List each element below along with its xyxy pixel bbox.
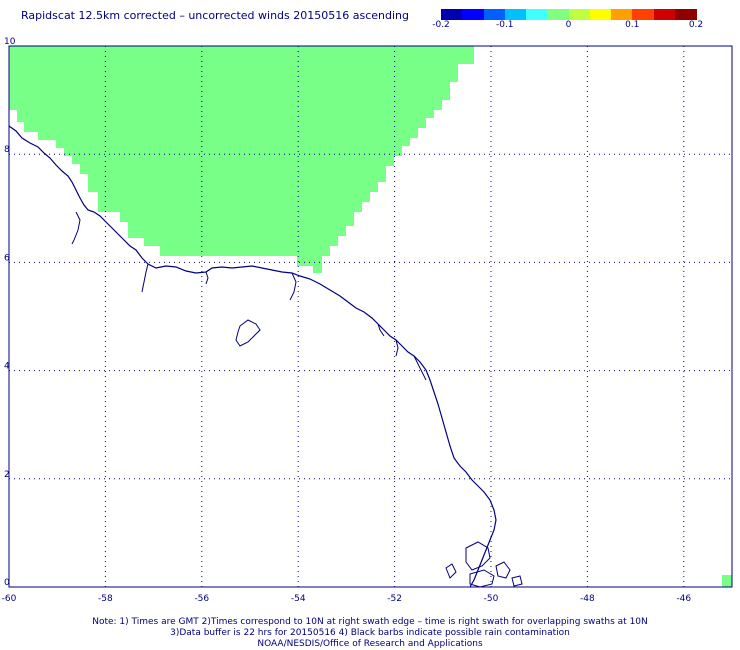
colorbar-segment: [589, 9, 612, 20]
wind-swath-fragment: [722, 575, 732, 587]
footer-notes: Note: 1) Times are GMT 2)Times correspon…: [0, 617, 740, 650]
river: [413, 355, 427, 381]
lon-tick-label: -48: [580, 594, 595, 604]
lat-tick-label: 8: [4, 145, 10, 155]
lake: [235, 319, 261, 347]
note-line-3: NOAA/NESDIS/Office of Research and Appli…: [257, 639, 483, 649]
island: [469, 569, 495, 588]
colorbar-segment: [568, 9, 591, 20]
lon-tick-label: -54: [291, 594, 306, 604]
map-frame: [8, 45, 733, 588]
lat-tick-label: 2: [4, 470, 10, 480]
wind-swath: [9, 46, 474, 273]
colorbar-segment: [611, 9, 633, 20]
lon-tick-label: -56: [194, 594, 209, 604]
island: [445, 563, 457, 579]
map-plot: -60 -58 -56 -54 -52 -50 -48 -46 0 2 4 6 8 10: [2, 37, 733, 604]
colorbar-segment: [632, 9, 655, 20]
lon-tick-label: -46: [676, 594, 691, 604]
river: [395, 339, 399, 357]
lat-tick-label: 4: [4, 362, 10, 372]
river: [205, 271, 209, 285]
colorbar-segment: [441, 9, 463, 20]
river: [289, 272, 297, 301]
colorbar-segment: [483, 9, 506, 20]
colorbar-tick-label: -0.2: [432, 20, 450, 30]
island: [495, 561, 511, 579]
coastline: [8, 125, 497, 588]
lon-tick-label: -60: [2, 594, 17, 604]
lat-tick-label: 0: [4, 578, 10, 588]
colorbar-segment: [526, 9, 548, 20]
lat-tick-label: 10: [4, 37, 16, 47]
colorbar-tick-label: 0.2: [688, 20, 704, 30]
colorbar-segment: [462, 9, 485, 20]
river: [377, 323, 385, 337]
island: [511, 575, 523, 587]
colorbar-segment: [653, 9, 676, 20]
lat-tick-label: 6: [4, 253, 10, 263]
lon-tick-label: -50: [484, 594, 499, 604]
colorbar-tick-label: 0: [565, 20, 572, 30]
note-line-1: Note: 1) Times are GMT 2)Times correspon…: [92, 617, 648, 627]
colorbar-segment: [547, 9, 570, 20]
colorbar-tick-label: -0.1: [495, 20, 514, 30]
map-title: Rapidscat 12.5km corrected – uncorrected…: [21, 9, 410, 22]
lon-tick-label: -58: [98, 594, 113, 604]
river: [141, 263, 149, 293]
colorbar-segment: [674, 9, 697, 20]
lon-tick-label: -52: [387, 594, 402, 604]
note-line-2: 3)Data buffer is 22 hrs for 20150516 4) …: [170, 628, 570, 638]
colorbar-segment: [504, 9, 527, 20]
colorbar: [441, 9, 697, 20]
colorbar-tick-label: 0.1: [625, 20, 640, 30]
river: [71, 211, 81, 245]
island: [465, 541, 491, 571]
